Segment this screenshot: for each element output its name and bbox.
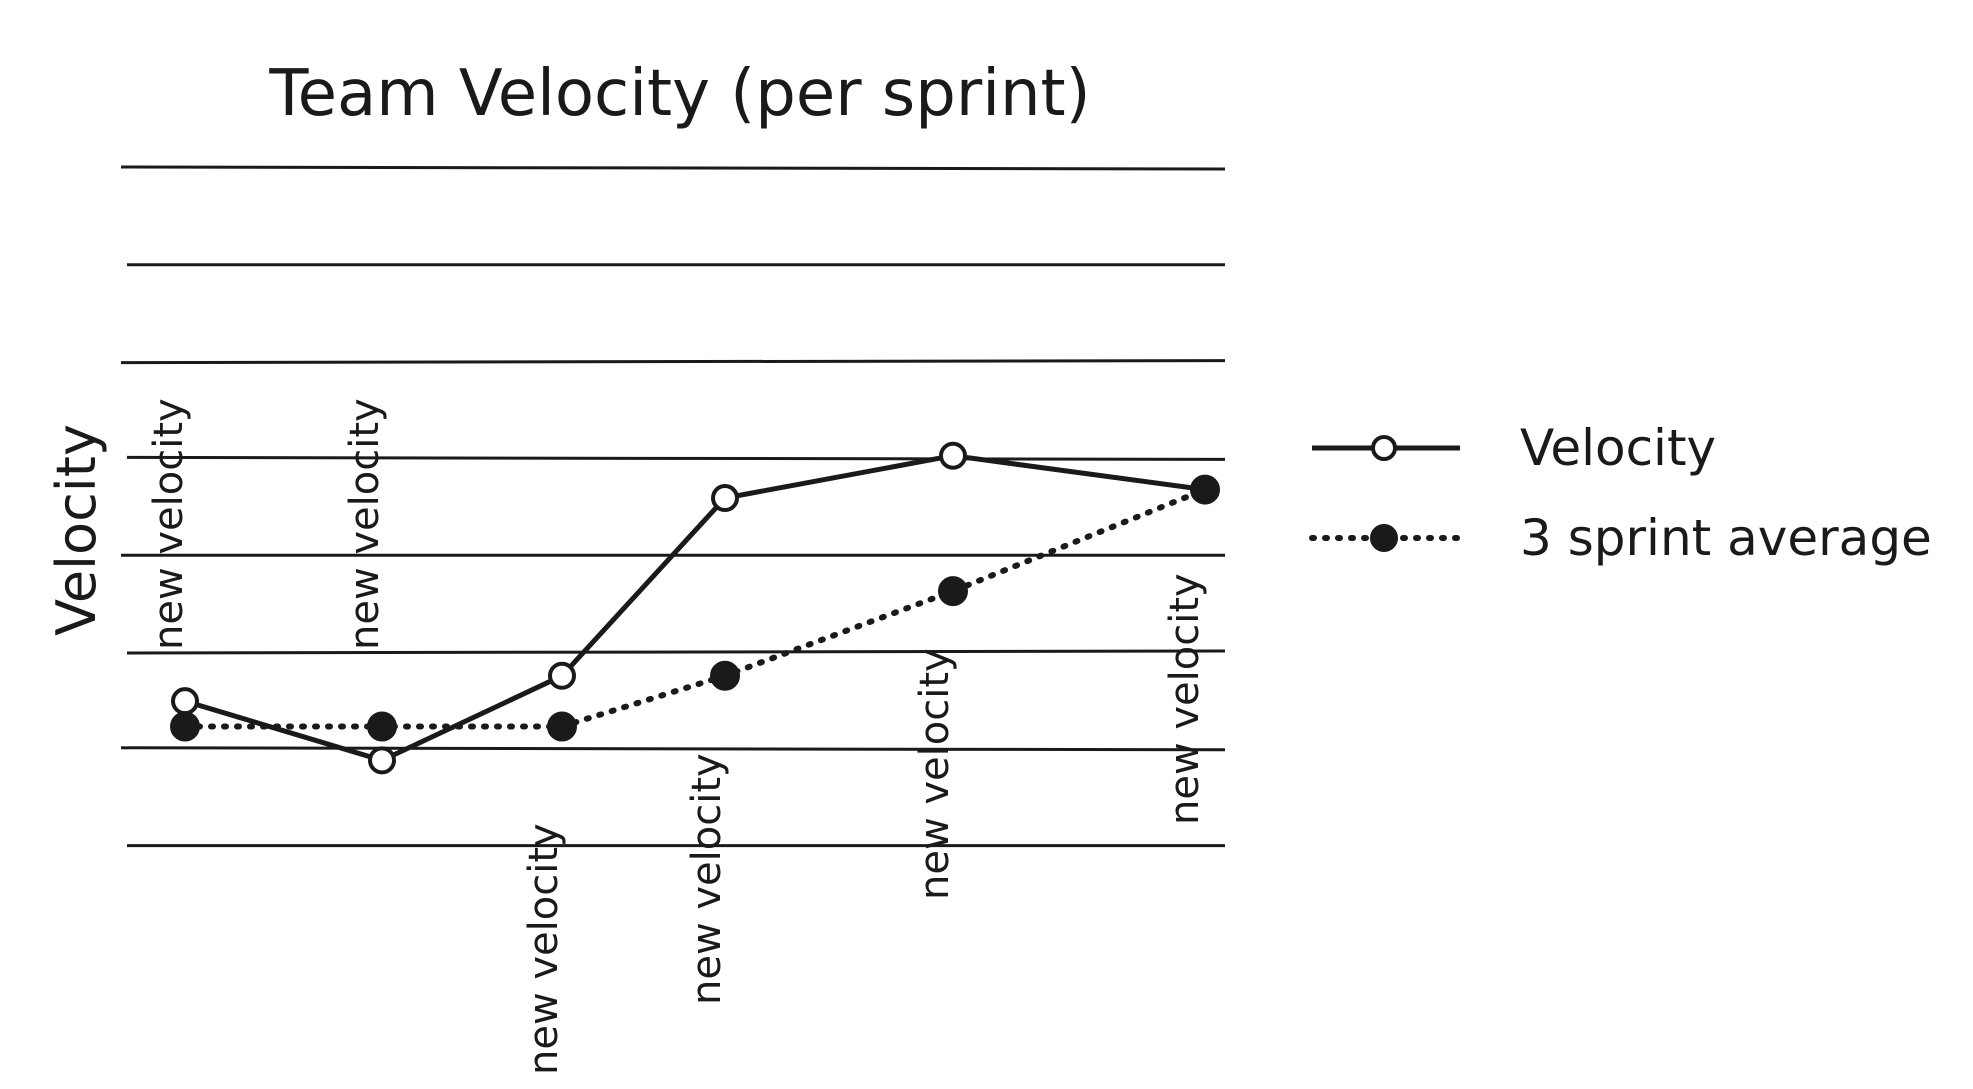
legend-label-average: 3 sprint average [1520,509,1932,567]
grid-line [120,165,1226,171]
series-line-velocity [184,453,1206,763]
data-point-average [1190,474,1220,505]
annotation-new-velocity: new velocity [684,753,730,1005]
legend-marker-velocity [1371,435,1397,461]
grid-lines [120,165,1226,848]
annotation-new-velocity: new velocity [912,648,958,900]
legend: Velocity 3 sprint average [1309,419,1932,567]
data-point-average [938,576,968,607]
legend-label-velocity: Velocity [1520,419,1716,477]
series-layer [170,441,1220,775]
chart-title: Team Velocity (per sprint) [268,57,1090,131]
grid-line [120,359,1226,365]
annotation-new-velocity: new velocity [521,823,567,1075]
annotation-new-velocity: new velocity [1162,573,1208,825]
data-point-velocity [368,746,396,775]
grid-line [126,455,1226,461]
data-point-average [547,711,577,742]
data-point-velocity [939,441,967,470]
data-point-velocity [548,661,576,690]
data-point-average [170,711,200,742]
data-point-average [367,711,397,742]
data-point-velocity [711,484,739,513]
data-point-average [710,660,740,691]
legend-marker-average [1370,524,1398,552]
annotation-layer: new velocity new velocity new velocity new … [146,398,1208,1075]
annotation-new-velocity: new velocity [146,398,192,650]
annotation-new-velocity: new velocity [342,398,388,650]
series-line-average [182,486,1208,730]
grid-line [120,746,1226,752]
grid-line [126,649,1226,655]
y-axis-label: Velocity [45,424,108,636]
data-point-velocity [171,687,199,716]
